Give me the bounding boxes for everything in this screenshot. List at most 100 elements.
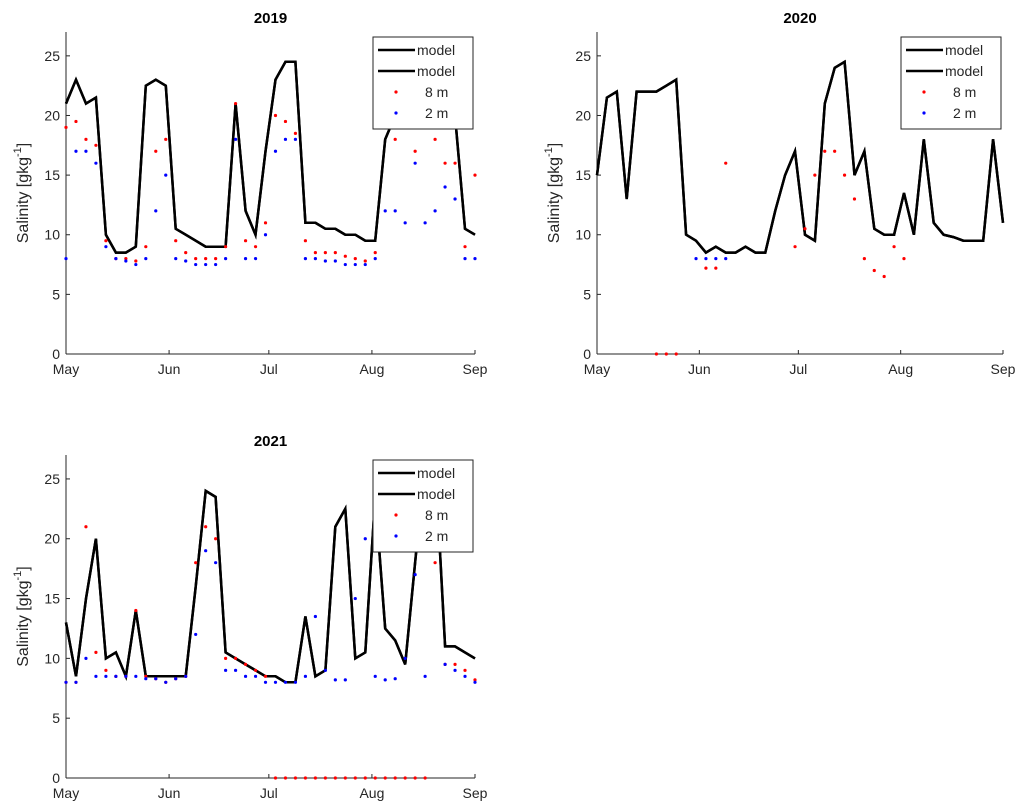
y-tick-label: 10: [44, 650, 60, 666]
obs-point: [194, 561, 198, 565]
y-label-text: Salinity [gkg: [15, 157, 32, 243]
obs-point: [433, 209, 437, 213]
obs-point: [353, 596, 357, 601]
obs-point: [453, 662, 457, 666]
x-tick-label: May: [53, 785, 79, 801]
obs-point: [724, 161, 728, 165]
obs-point: [94, 674, 98, 678]
y-tick-label: 5: [583, 286, 591, 302]
obs-point: [74, 119, 78, 124]
obs-point: [664, 352, 668, 356]
x-tick-label: Jul: [260, 785, 278, 801]
obs-point: [363, 776, 367, 780]
obs-point: [194, 262, 198, 267]
obs-point: [363, 537, 367, 541]
obs-point: [323, 776, 327, 780]
obs-point: [144, 674, 148, 678]
subplot: 2021 Salinity [gkg-1] 0 5 10 15 20 25 May Jun Jul A…: [12, 433, 488, 801]
y-label-suffix: ]: [546, 143, 563, 147]
obs-point: [214, 561, 218, 565]
obs-point: [403, 776, 407, 780]
obs-point: [253, 256, 258, 261]
legend-swatch: [394, 534, 398, 538]
obs-point: [243, 662, 248, 666]
obs-point: [114, 674, 118, 678]
obs-point: [473, 173, 477, 177]
legend-label: model: [945, 42, 983, 58]
obs-point: [273, 113, 278, 118]
obs-point: [243, 256, 248, 261]
obs-point: [892, 245, 896, 249]
legend-swatch: [394, 513, 398, 517]
obs-point: [463, 674, 467, 678]
obs-point: [174, 239, 178, 243]
y-tick-label: 25: [575, 48, 591, 64]
obs-point: [184, 251, 188, 255]
obs-point: [443, 662, 447, 666]
obs-point: [224, 256, 228, 261]
obs-point: [393, 137, 397, 141]
y-label-sup: -1: [12, 571, 24, 581]
legend-label: 2 m: [425, 105, 448, 121]
obs-point: [174, 677, 178, 681]
obs-point: [233, 137, 238, 141]
obs-point: [94, 143, 98, 147]
obs-point: [273, 149, 278, 153]
obs-point: [313, 614, 317, 619]
legend-label: 8 m: [425, 507, 448, 523]
obs-point: [413, 161, 417, 165]
obs-point: [64, 256, 68, 261]
obs-point: [233, 101, 238, 106]
y-tick-label: 15: [575, 167, 591, 183]
obs-point: [872, 268, 876, 273]
obs-point: [164, 137, 168, 141]
obs-point: [333, 776, 337, 780]
obs-point: [393, 209, 397, 213]
obs-point: [263, 233, 268, 237]
obs-point: [833, 149, 837, 153]
y-axis-label: Salinity [gkg-1]: [543, 143, 563, 244]
obs-point: [74, 149, 78, 153]
obs-point: [104, 674, 108, 678]
x-tick-label: Jul: [789, 361, 807, 377]
obs-point: [293, 680, 298, 684]
legend-box: [900, 36, 1002, 130]
legend-swatch: [394, 90, 398, 94]
obs-point: [363, 262, 367, 267]
obs-point: [433, 561, 437, 565]
y-tick-label: 5: [52, 286, 60, 302]
legend-label: 2 m: [953, 105, 976, 121]
obs-point: [74, 680, 78, 684]
y-tick-label: 10: [44, 227, 60, 243]
obs-point: [313, 251, 317, 255]
obs-point: [383, 776, 387, 780]
obs-point: [124, 259, 128, 263]
legend-swatch: [922, 90, 926, 94]
model-line: [64, 459, 476, 684]
obs-point: [473, 680, 477, 684]
y-axis-label: Salinity [gkg-1]: [12, 143, 32, 244]
obs-point: [84, 656, 88, 660]
obs-point: [353, 262, 357, 267]
y-label-text: Salinity [gkg: [546, 157, 563, 243]
obs-point: [714, 256, 718, 261]
obs-point: [403, 221, 407, 225]
obs-point: [64, 680, 68, 684]
subplot-title: 2019: [254, 10, 287, 27]
obs-point: [882, 274, 886, 279]
obs-point: [204, 256, 208, 261]
obs-point: [423, 674, 427, 678]
legend-swatch: [394, 111, 398, 115]
obs-point: [313, 776, 317, 780]
x-tick-label: Aug: [359, 361, 384, 377]
obs-point: [463, 668, 467, 672]
obs-point: [263, 221, 268, 225]
obs-point: [224, 656, 228, 660]
obs-point: [373, 674, 377, 678]
obs-point: [323, 259, 327, 263]
obs-point: [84, 149, 88, 153]
y-label-text: Salinity [gkg: [15, 580, 32, 666]
obs-point: [303, 239, 308, 243]
obs-point: [343, 776, 347, 780]
